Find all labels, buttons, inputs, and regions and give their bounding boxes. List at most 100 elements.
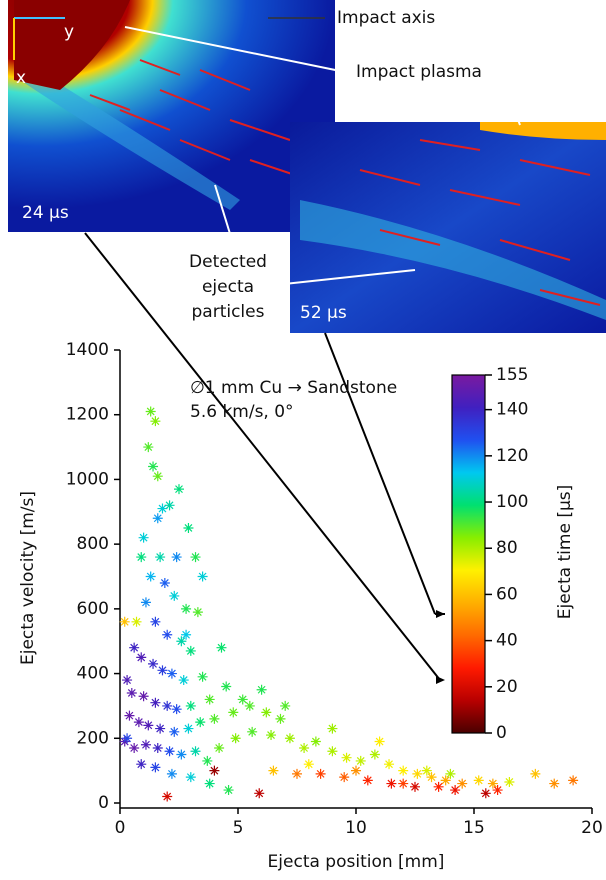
point <box>355 755 366 766</box>
point <box>275 713 286 724</box>
point <box>223 785 234 796</box>
callout: ejecta <box>202 277 254 297</box>
point <box>150 416 161 427</box>
y-tick-label: 1200 <box>66 405 109 425</box>
point <box>164 500 175 511</box>
arrowhead <box>436 676 445 684</box>
point <box>169 590 180 601</box>
colorbar <box>451 374 486 734</box>
point <box>136 552 147 563</box>
annotation: ∅1 mm Cu → Sandstone <box>190 378 397 398</box>
point <box>457 778 468 789</box>
axis-letter: x <box>16 68 26 88</box>
point <box>268 765 279 776</box>
point <box>171 704 182 715</box>
y-tick-label: 200 <box>77 728 109 748</box>
point <box>440 775 451 786</box>
point <box>119 736 130 747</box>
point <box>122 675 133 686</box>
point <box>176 749 187 760</box>
point <box>169 726 180 737</box>
point <box>386 778 397 789</box>
point <box>384 759 395 770</box>
axis-letter: y <box>64 22 74 42</box>
x-tick-label: 20 <box>581 818 603 838</box>
point <box>145 571 156 582</box>
colorbar-tick-label: 40 <box>496 631 518 651</box>
point <box>480 788 491 799</box>
point <box>143 720 154 731</box>
point <box>171 552 182 563</box>
point <box>410 781 420 792</box>
point <box>261 707 272 718</box>
point <box>183 522 194 533</box>
point <box>157 503 168 514</box>
point <box>166 768 177 779</box>
point <box>148 461 159 472</box>
point <box>445 768 456 779</box>
point <box>176 636 187 647</box>
point <box>185 772 196 783</box>
point <box>126 687 137 698</box>
point <box>197 571 208 582</box>
point <box>228 707 239 718</box>
point <box>152 742 163 753</box>
point <box>181 603 192 614</box>
point <box>155 723 166 734</box>
point <box>299 742 310 753</box>
point <box>150 616 161 627</box>
image-24us <box>8 0 335 232</box>
point <box>310 736 321 747</box>
point <box>129 742 140 753</box>
point <box>164 746 175 757</box>
point <box>140 597 151 608</box>
point <box>412 768 423 779</box>
arrows <box>13 17 521 681</box>
y-tick-label: 1400 <box>66 340 109 360</box>
colorbar-tick-label: 20 <box>496 677 518 697</box>
point <box>256 684 267 695</box>
point <box>230 733 241 744</box>
colorbar-tick-label: 155 <box>496 365 528 385</box>
callout: particles <box>192 302 265 322</box>
image-52us <box>290 122 606 333</box>
point <box>174 484 184 495</box>
point <box>150 762 161 773</box>
point <box>221 681 232 692</box>
point <box>181 629 192 640</box>
x-axis-label: Ejecta position [mm] <box>268 852 445 872</box>
point <box>433 781 444 792</box>
point <box>129 642 140 653</box>
point <box>190 552 201 563</box>
x-tick-label: 15 <box>463 818 485 838</box>
point <box>152 471 163 482</box>
x-tick-label: 10 <box>345 818 367 838</box>
point <box>492 785 503 796</box>
point <box>152 513 163 524</box>
colorbar-tick-label: 0 <box>496 723 507 743</box>
point <box>530 768 541 779</box>
y-tick-label: 600 <box>77 599 109 619</box>
point <box>157 665 168 676</box>
point <box>254 788 265 799</box>
point <box>266 730 277 741</box>
point <box>145 406 156 417</box>
callout: Impact axis <box>337 8 435 28</box>
point <box>131 616 142 627</box>
callout: Impact plasma <box>356 62 482 82</box>
point <box>148 658 159 669</box>
colorbar-tick-label: 60 <box>496 584 518 604</box>
point <box>162 791 173 802</box>
arrowhead <box>436 610 445 618</box>
colorbar-label: Ejecta time [µs] <box>555 485 575 620</box>
point <box>122 733 133 744</box>
point <box>487 778 498 789</box>
point <box>568 775 579 786</box>
point <box>138 691 149 702</box>
point <box>237 694 248 705</box>
point <box>183 723 194 734</box>
point <box>159 577 170 588</box>
point <box>204 778 215 789</box>
point <box>549 778 560 789</box>
